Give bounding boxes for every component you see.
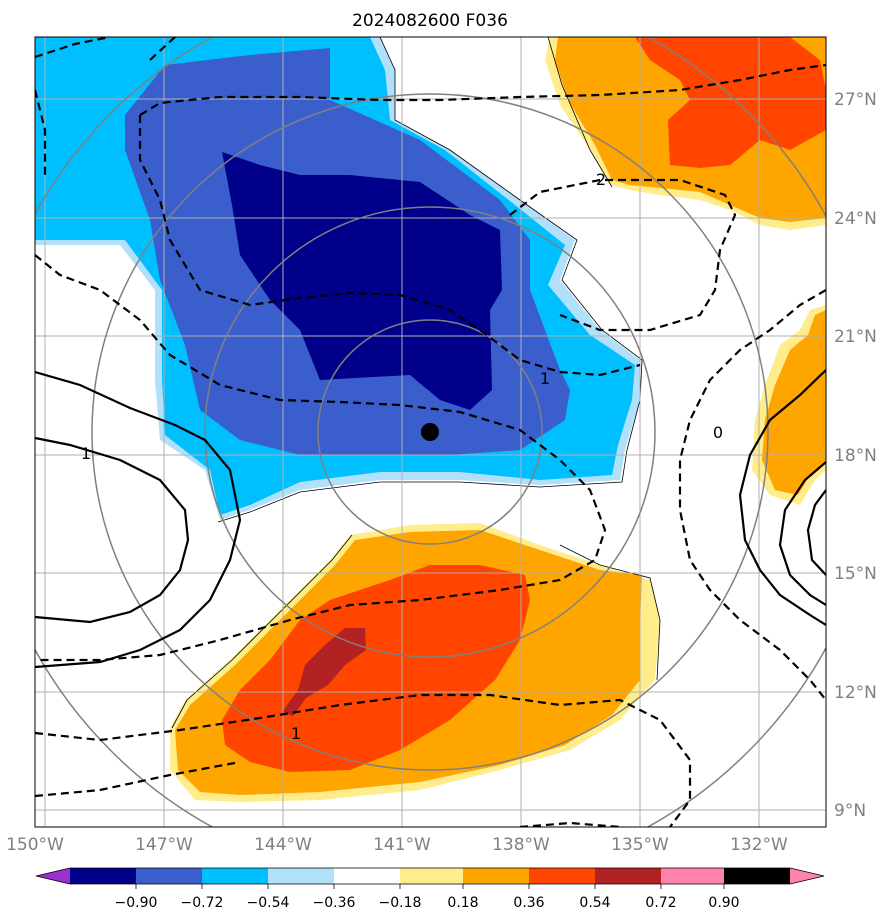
colorbar-tick-label: 0.54: [579, 895, 610, 911]
solid-contours: [35, 369, 826, 669]
lat-label: 21°N: [834, 327, 877, 347]
contour-labels: 2 1 0 1 1: [81, 170, 723, 743]
contour-label-1-center: 1: [540, 369, 550, 388]
colorbar-swatch: [334, 868, 400, 884]
colorbar-tick-label: 0.90: [708, 895, 739, 911]
map-title: 2024082600 F036: [352, 11, 508, 31]
contour-label-0: 0: [713, 423, 723, 442]
colorbar-swatch: [595, 868, 661, 884]
colorbar-tick-label: −0.90: [115, 895, 158, 911]
lat-label: 9°N: [834, 801, 866, 821]
lat-label: 12°N: [834, 683, 877, 703]
lon-label: 135°W: [611, 835, 669, 855]
latitude-labels: 27°N 24°N 21°N 18°N 15°N 12°N 9°N: [834, 90, 877, 821]
lat-label: 24°N: [834, 209, 877, 229]
colorbar-extend-left: [36, 868, 70, 884]
colorbar-swatch: [661, 868, 724, 884]
lon-label: 150°W: [6, 835, 64, 855]
map-area: [35, 37, 826, 827]
dashed-contours: [35, 37, 826, 827]
lon-label: 132°W: [730, 835, 788, 855]
colorbar-swatch: [202, 868, 268, 884]
contour-label-1-south: 1: [291, 724, 301, 743]
colorbar-swatch: [529, 868, 595, 884]
colorbar: −0.90 −0.72 −0.54 −0.36 −0.18 0.18 0.36 …: [35, 867, 825, 911]
contour-label-1-west: 1: [81, 444, 91, 463]
field-outline: [171, 37, 661, 729]
colorbar-swatch: [724, 868, 790, 884]
lon-label: 144°W: [254, 835, 312, 855]
colorbar-tick-label: −0.54: [247, 895, 290, 911]
lon-label: 138°W: [492, 835, 550, 855]
positive-anomaly-south: [170, 523, 660, 802]
colorbar-swatch: [463, 868, 529, 884]
storm-center-marker: [421, 423, 439, 441]
colorbar-extend-right: [790, 868, 824, 884]
range-rings: [35, 37, 826, 827]
negative-anomaly-region: [35, 37, 640, 520]
colorbar-swatch: [400, 868, 463, 884]
lat-label: 15°N: [834, 564, 877, 584]
longitude-labels: 150°W 147°W 144°W 141°W 138°W 135°W 132°…: [6, 835, 788, 855]
colorbar-tick-label: 0.18: [447, 895, 478, 911]
contour-label-2: 2: [596, 170, 606, 189]
lon-label: 141°W: [373, 835, 431, 855]
colorbar-tick-label: −0.72: [181, 895, 224, 911]
colorbar-tick-label: −0.36: [313, 895, 356, 911]
colorbar-tick-label: 0.72: [645, 895, 676, 911]
lat-label: 18°N: [834, 446, 877, 466]
map-frame: [34, 36, 827, 828]
colorbar-swatch: [268, 868, 334, 884]
lon-label: 147°W: [135, 835, 193, 855]
colorbar-swatch: [136, 868, 202, 884]
positive-anomaly-northeast: [545, 37, 826, 230]
colorbar-swatch: [70, 868, 136, 884]
lat-label: 27°N: [834, 90, 877, 110]
colorbar-tick-label: −0.18: [379, 895, 422, 911]
colorbar-tick-label: 0.36: [513, 895, 544, 911]
